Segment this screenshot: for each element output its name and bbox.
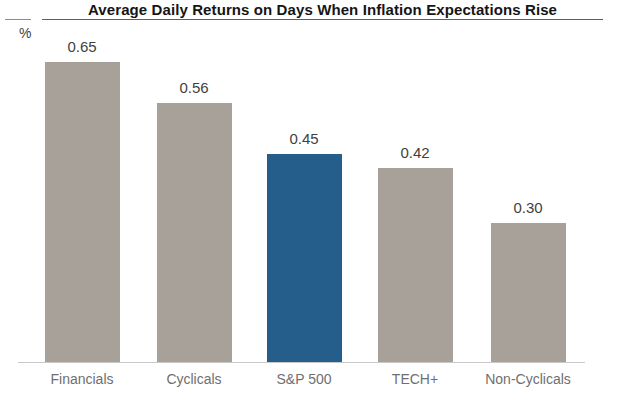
x-axis-line — [18, 362, 585, 363]
title-underline-rule — [42, 19, 603, 20]
chart-title: Average Daily Returns on Days When Infla… — [88, 1, 557, 19]
bar-financials — [45, 62, 120, 362]
value-label-s-p-500: 0.45 — [259, 131, 349, 147]
value-label-cyclicals: 0.56 — [149, 80, 239, 96]
chart-header: Average Daily Returns on Days When Infla… — [42, 1, 603, 19]
category-label-financials: Financials — [17, 371, 147, 387]
bar-tech — [378, 168, 453, 362]
bar-non-cyclicals — [491, 223, 566, 362]
bar-s-p-500 — [267, 154, 342, 362]
value-label-tech: 0.42 — [370, 145, 460, 161]
header-left-rule — [5, 19, 31, 20]
bar-chart: Average Daily Returns on Days When Infla… — [0, 0, 640, 400]
category-label-non-cyclicals: Non-Cyclicals — [463, 371, 593, 387]
bar-cyclicals — [157, 103, 232, 362]
y-axis-unit-label: % — [19, 25, 31, 41]
category-label-tech: TECH+ — [350, 371, 480, 387]
value-label-non-cyclicals: 0.30 — [483, 200, 573, 216]
value-label-financials: 0.65 — [37, 39, 127, 55]
